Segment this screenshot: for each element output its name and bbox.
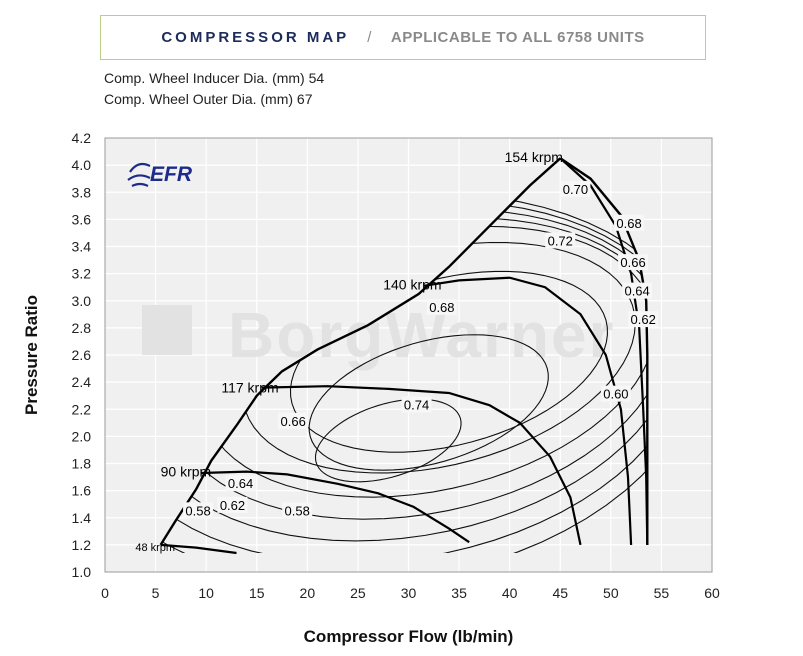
efficiency-label: 0.74	[404, 398, 429, 413]
y-tick-label: 2.6	[72, 347, 92, 363]
efficiency-label-bg	[560, 180, 591, 197]
plot-frame	[104, 137, 713, 573]
header-title-box: COMPRESSOR MAP / APPLICABLE TO ALL 6758 …	[100, 15, 706, 60]
efficiency-label-bg	[628, 311, 659, 328]
efficiency-label-bg	[614, 214, 645, 231]
efficiency-label-bg	[278, 412, 309, 429]
y-tick-label: 1.6	[72, 483, 92, 499]
efficiency-label-bg	[426, 298, 457, 315]
speed-label: 48 krpm	[135, 542, 175, 554]
y-tick-label: 4.2	[72, 130, 92, 146]
efficiency-label: 0.66	[281, 414, 306, 429]
efficiency-label-bg	[183, 502, 214, 519]
efr-logo-text: EFR	[150, 163, 193, 186]
y-tick-label: 3.6	[72, 211, 92, 227]
speed-line-117-krpm	[261, 385, 582, 546]
x-tick-label: 55	[654, 585, 670, 601]
watermark-logo-icon	[142, 305, 192, 355]
x-tick-label: 60	[704, 585, 720, 601]
y-axis-label: Pressure Ratio	[22, 295, 41, 415]
x-tick-label: 30	[401, 585, 417, 601]
efficiency-label: 0.64	[228, 476, 253, 491]
y-tick-label: 1.2	[72, 537, 92, 553]
efficiency-label: 0.68	[429, 300, 454, 315]
efficiency-label: 0.58	[185, 503, 210, 518]
y-tick-label: 4.0	[72, 157, 92, 173]
y-tick-label: 3.8	[72, 184, 92, 200]
title-separator: /	[367, 29, 373, 46]
x-tick-label: 10	[198, 585, 214, 601]
y-tick-label: 2.2	[72, 401, 92, 417]
spec-outer-diameter: Comp. Wheel Outer Dia. (mm) 67	[104, 91, 313, 107]
speed-line-90-krpm	[201, 470, 470, 544]
y-tick-label: 3.0	[72, 293, 92, 309]
speed-label: 117 krpm	[221, 380, 278, 396]
watermark-text: BorgWarner	[228, 299, 615, 371]
x-tick-label: 35	[451, 585, 467, 601]
efficiency-label-bg	[282, 502, 313, 519]
efficiency-label-bg	[217, 496, 248, 513]
x-tick-label: 40	[502, 585, 518, 601]
efficiency-label-bg	[225, 475, 256, 492]
y-tick-label: 2.8	[72, 320, 92, 336]
x-tick-label: 0	[101, 585, 109, 601]
efficiency-label: 0.64	[624, 284, 649, 299]
speed-label: 140 krpm	[383, 276, 441, 292]
speed-line-140-krpm	[423, 276, 633, 545]
x-tick-label: 25	[350, 585, 366, 601]
y-tick-label: 1.0	[72, 564, 92, 580]
speed-line-154-krpm	[559, 157, 649, 545]
efficiency-label-bg	[600, 385, 631, 402]
x-tick-label: 5	[152, 585, 160, 601]
efficiency-label: 0.72	[548, 233, 573, 248]
efficiency-island-0.72	[308, 334, 549, 471]
surge-line	[159, 157, 562, 546]
chart-title: COMPRESSOR MAP	[161, 29, 350, 46]
efficiency-label-bg	[401, 396, 432, 413]
efficiency-label: 0.58	[285, 503, 310, 518]
speed-line-48-krpm	[160, 543, 237, 555]
x-tick-label: 45	[552, 585, 568, 601]
efficiency-label-bg	[618, 254, 649, 271]
y-tick-label: 2.4	[72, 374, 92, 390]
y-tick-label: 2.0	[72, 428, 92, 444]
x-tick-label: 50	[603, 585, 619, 601]
efr-swirl-icon	[127, 162, 151, 187]
efficiency-label: 0.60	[603, 387, 628, 402]
speed-label: 90 krpm	[161, 464, 212, 480]
efficiency-island-0.74	[314, 398, 462, 483]
y-tick-label: 1.8	[72, 456, 92, 472]
efficiency-label: 0.62	[631, 312, 656, 327]
chart-subtitle: APPLICABLE TO ALL 6758 UNITS	[390, 29, 645, 46]
speed-label: 154 krpm	[505, 149, 563, 165]
x-tick-label: 15	[249, 585, 265, 601]
y-tick-label: 3.2	[72, 266, 92, 282]
x-axis-label: Compressor Flow (lb/min)	[304, 627, 514, 646]
efficiency-label-bg	[622, 282, 653, 299]
y-tick-label: 1.4	[72, 510, 92, 526]
efficiency-label-bg	[545, 232, 576, 249]
efficiency-label: 0.62	[220, 498, 245, 513]
x-tick-label: 20	[300, 585, 316, 601]
spec-inducer-diameter: Comp. Wheel Inducer Dia. (mm) 54	[104, 70, 325, 86]
efficiency-label: 0.70	[563, 182, 588, 197]
efficiency-label: 0.68	[616, 216, 641, 231]
efficiency-label: 0.66	[620, 255, 645, 270]
y-tick-label: 3.4	[72, 239, 92, 255]
